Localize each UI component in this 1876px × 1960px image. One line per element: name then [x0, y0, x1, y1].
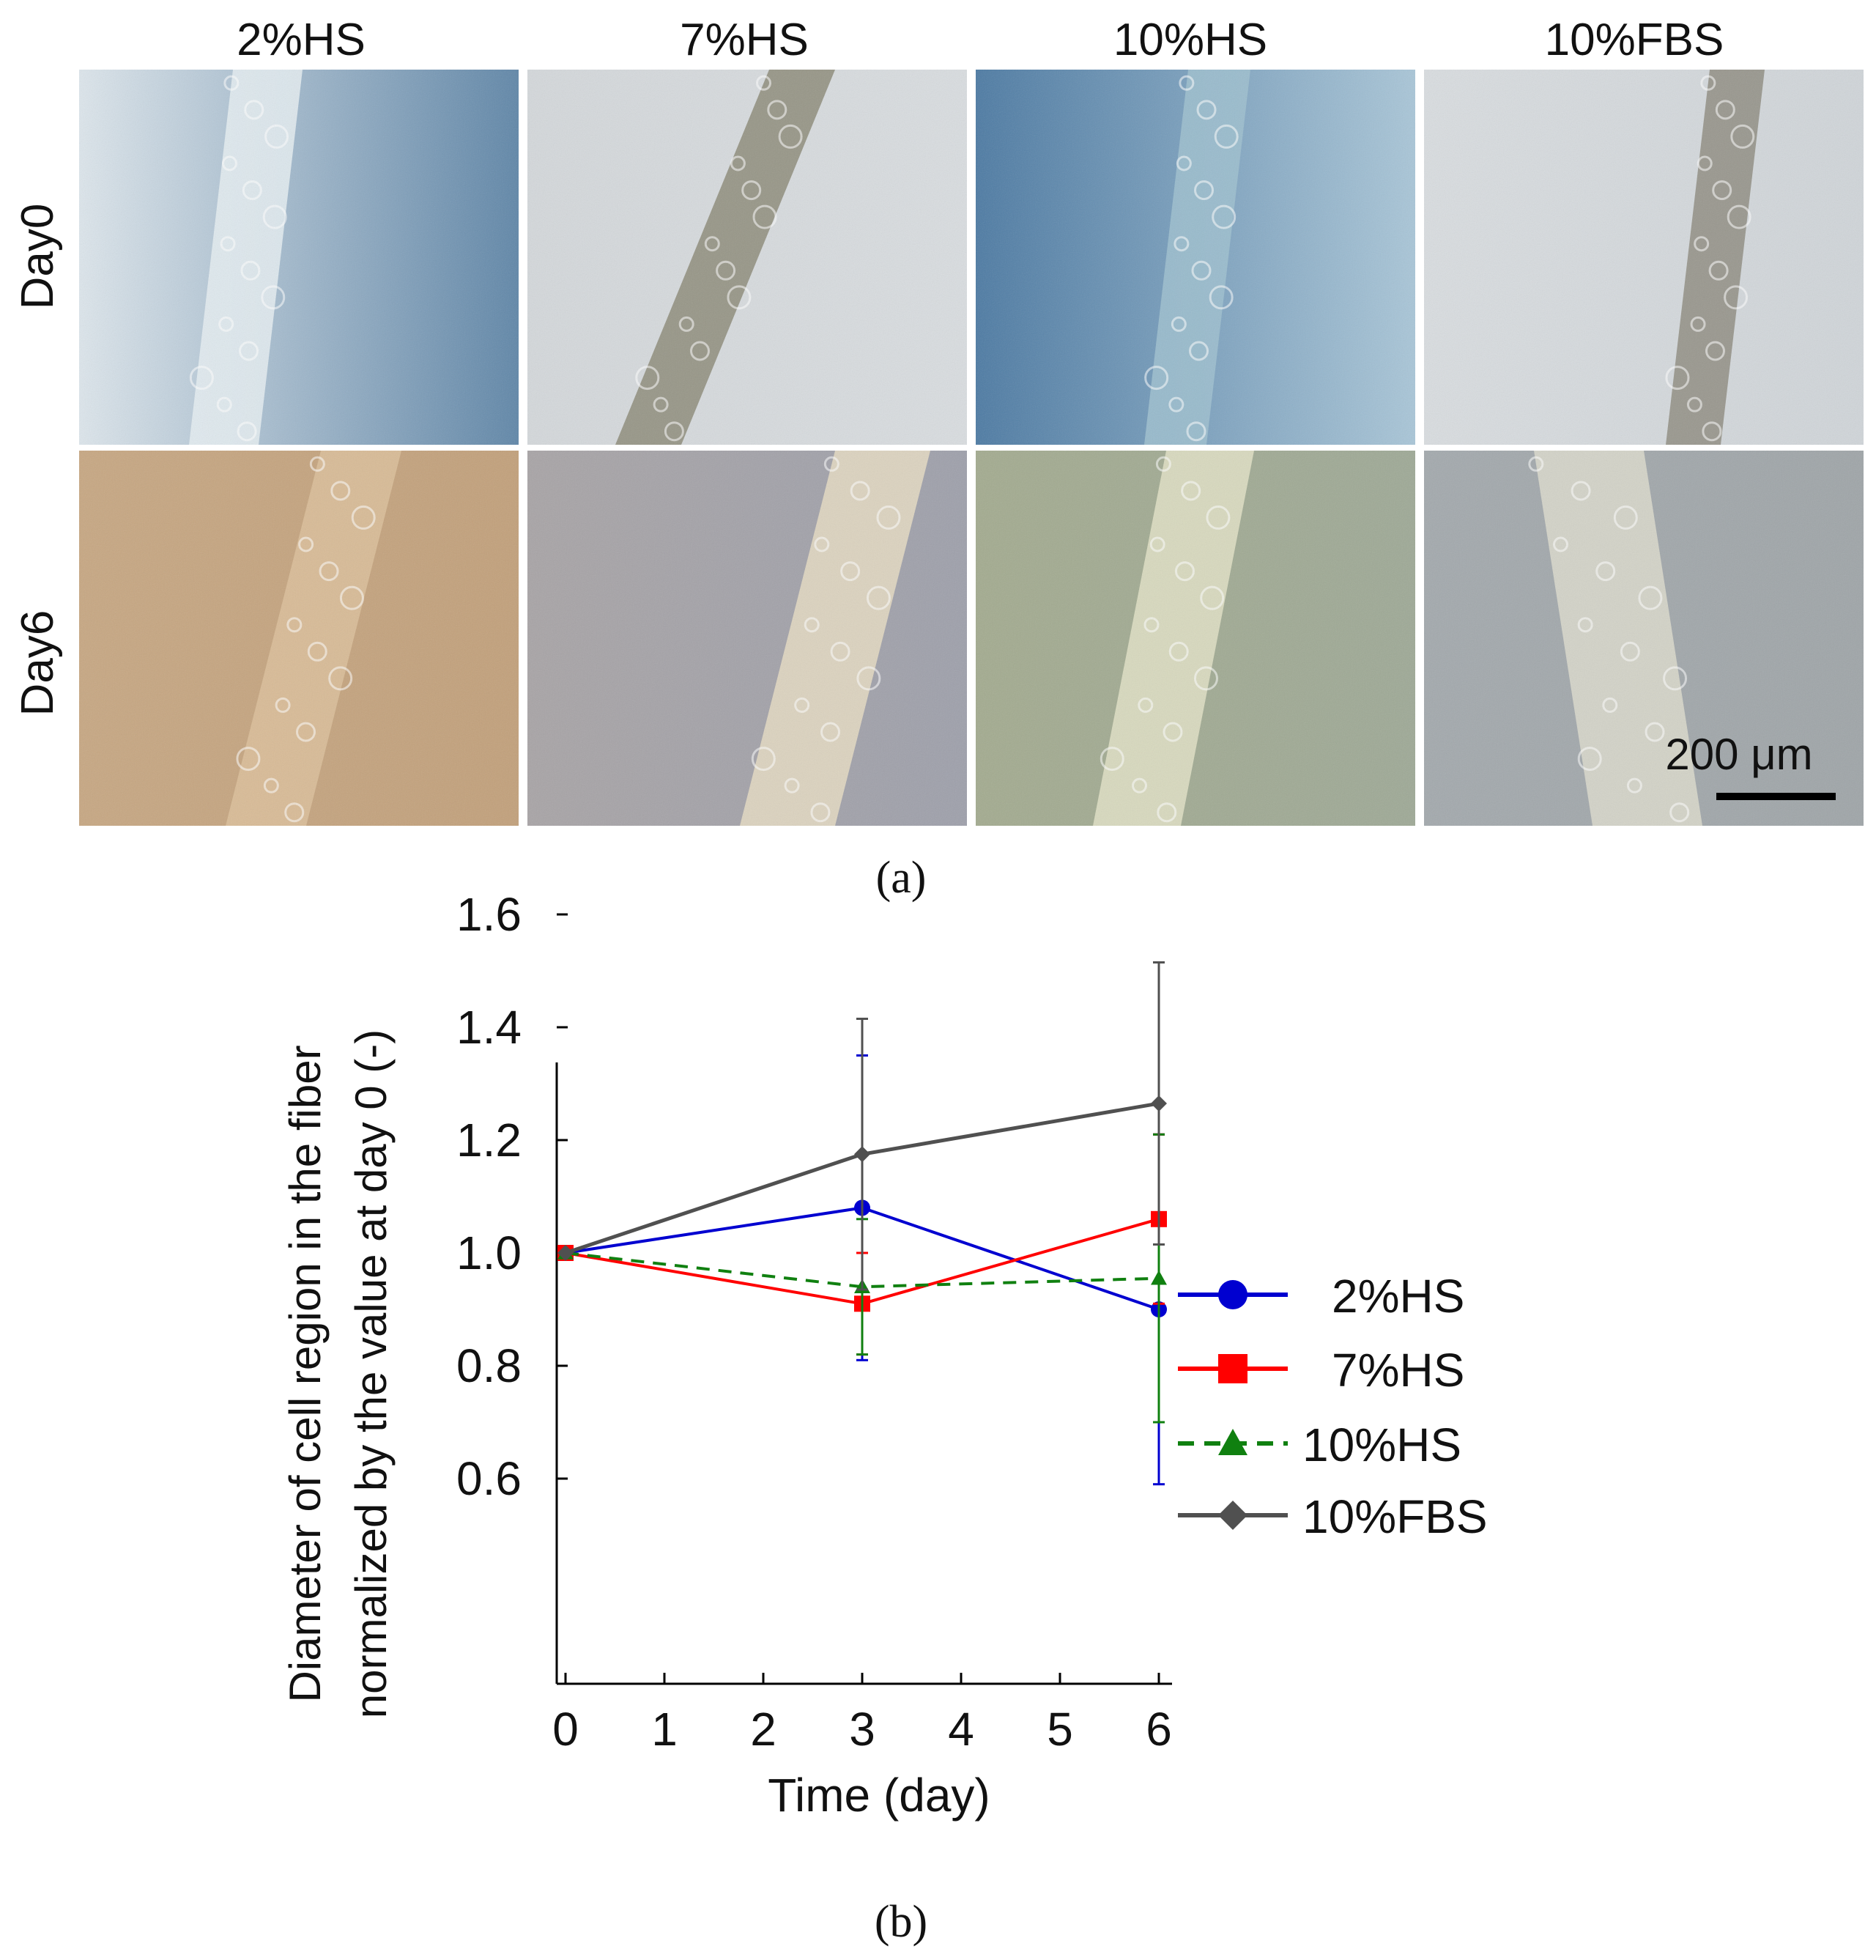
chart-series [557, 961, 1167, 1486]
data-point [854, 1146, 870, 1163]
x-tick-label: 5 [1047, 1703, 1073, 1756]
micrograph-grid [79, 70, 1864, 826]
y-tick-label: 1.2 [456, 1114, 522, 1166]
series-10pctfbs [557, 961, 1167, 1291]
micrograph-day0-2 [527, 70, 967, 445]
micrograph-day6-2 [527, 451, 967, 826]
data-point [1151, 1270, 1167, 1285]
legend-swatch-marker [1218, 1354, 1247, 1383]
y-tick-label: 1.6 [456, 888, 522, 941]
micrograph-day0-4 [1424, 70, 1864, 445]
x-tick-label: 6 [1146, 1703, 1172, 1756]
legend-item-10pcths: 10%HS [1178, 1419, 1461, 1471]
legend: 2%HS 7%HS 10%HS 10%FBS [1178, 1270, 1488, 1543]
legend-item-10pctfbs: 10%FBS [1178, 1490, 1488, 1543]
panel-a-label: (a) [876, 853, 927, 903]
y-tick-label: 1.0 [456, 1227, 522, 1279]
micrograph-day6-3 [976, 451, 1415, 826]
legend-label: 7%HS [1332, 1344, 1464, 1397]
micrograph-day0-1 [79, 70, 519, 445]
data-point [557, 1245, 574, 1261]
y-tick-label: 1.4 [456, 1001, 522, 1054]
y-tick-label: 0.8 [456, 1339, 522, 1392]
y-axis-title-line2: normalized by the value at day 0 (-) [346, 1029, 396, 1718]
y-axis-title-line1: Diameter of cell region in the fiber [281, 1045, 330, 1702]
legend-swatch-marker [1218, 1280, 1247, 1309]
x-tick-label: 2 [750, 1703, 776, 1756]
y-ticks: 0.6 0.8 1.0 1.2 1.4 1.6 [456, 888, 568, 1505]
legend-label: 10%HS [1302, 1419, 1461, 1471]
legend-label: 10%FBS [1302, 1490, 1488, 1543]
micrograph-day6-4 [1424, 451, 1864, 826]
column-header-10fbs: 10%FBS [1545, 15, 1724, 65]
column-header-2hs: 2%HS [237, 15, 366, 65]
micrograph-day0-3 [976, 70, 1415, 445]
x-tick-label: 4 [948, 1703, 974, 1756]
panel-a: 2%HS 7%HS 10%HS 10%FBS Day0 Day6 200 μm … [12, 15, 1864, 903]
legend-swatch-marker [1218, 1501, 1247, 1530]
x-tick-label: 3 [849, 1703, 875, 1756]
row-header-day0: Day0 [12, 204, 63, 310]
legend-swatch-marker [1218, 1429, 1247, 1455]
column-header-10hs: 10%HS [1113, 15, 1267, 65]
x-tick-label: 0 [552, 1703, 579, 1756]
legend-item-2pcths: 2%HS [1178, 1270, 1464, 1323]
legend-item-7pcths: 7%HS [1178, 1344, 1464, 1397]
y-tick-label: 0.6 [456, 1452, 522, 1505]
x-axis-title: Time (day) [768, 1769, 990, 1822]
x-tick-label: 1 [651, 1703, 678, 1756]
panel-b: Diameter of cell region in the fiber nor… [281, 888, 1488, 1947]
legend-label: 2%HS [1332, 1270, 1464, 1323]
column-header-7hs: 7%HS [680, 15, 809, 65]
x-ticks: 0 1 2 3 4 5 6 [552, 1673, 1172, 1756]
micrograph-day6-1 [79, 451, 519, 826]
data-point [1151, 1095, 1167, 1112]
scale-bar [1716, 793, 1836, 800]
row-header-day6: Day6 [12, 610, 63, 717]
scale-bar-label: 200 μm [1665, 730, 1812, 779]
panel-b-label: (b) [875, 1897, 927, 1947]
